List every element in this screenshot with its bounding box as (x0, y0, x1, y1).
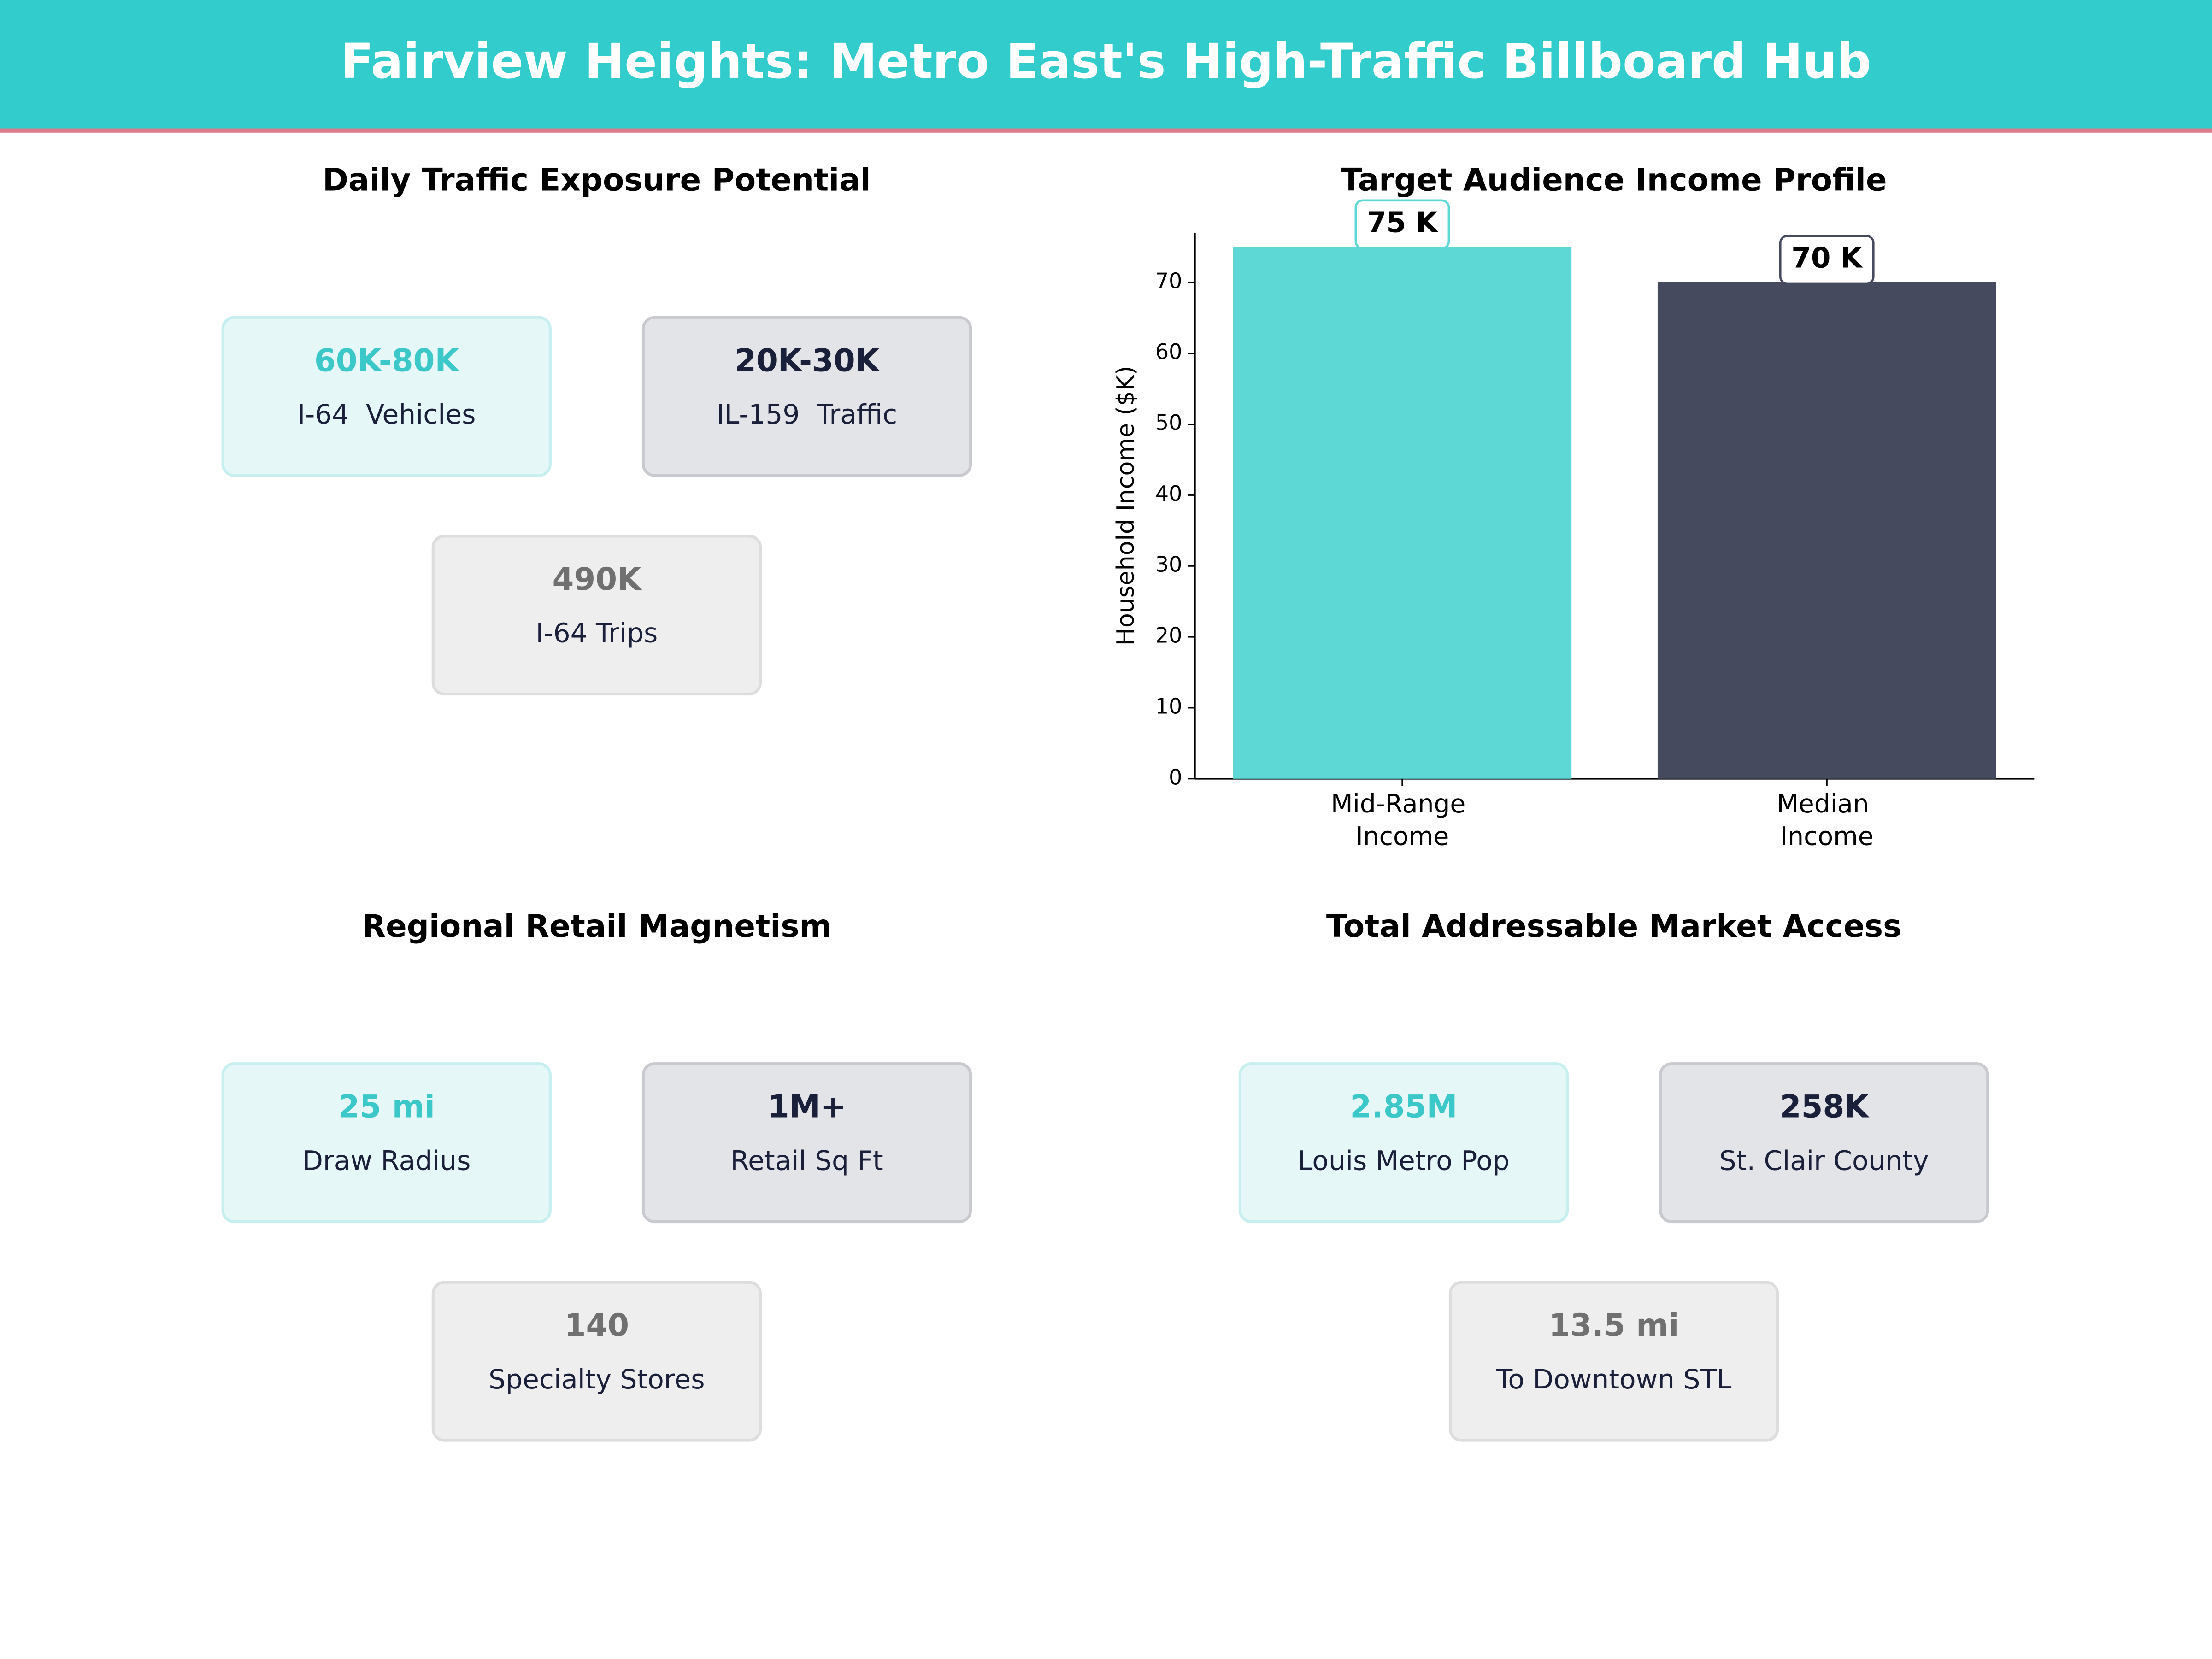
y-tick-label: 50 (1155, 410, 1182, 435)
y-tick-label: 60 (1155, 339, 1182, 364)
panel-title: Regional Retail Magnetism (362, 908, 831, 944)
y-tick-label: 40 (1155, 481, 1182, 506)
stat-card (221, 316, 552, 477)
y-tick-label: 0 (1169, 765, 1182, 789)
stat-label: Specialty Stores (488, 1364, 705, 1395)
stat-value: 13.5 mi (1549, 1307, 1679, 1343)
stat-label: Retail Sq Ft (730, 1145, 883, 1177)
stat-card (1659, 1062, 1989, 1224)
chart-title: Target Audience Income Profile (1341, 161, 1887, 198)
header-rule (0, 128, 2212, 133)
y-axis-label: Household Income ($K) (1112, 366, 1140, 646)
stat-label: IL-159 Traffic (717, 399, 897, 430)
bar (1233, 247, 1572, 779)
bar (1657, 282, 1996, 779)
x-tick-label: Median Income (1777, 789, 1877, 851)
header-bar (0, 0, 2212, 130)
stat-value: 60K-80K (314, 342, 460, 378)
stat-card (221, 1062, 552, 1224)
y-tick-label: 20 (1155, 623, 1182, 648)
value-label: 75 K (1367, 206, 1439, 239)
y-tick-label: 70 (1155, 268, 1182, 293)
stat-card (641, 316, 972, 477)
stat-value: 140 (565, 1307, 629, 1343)
stat-value: 25 mi (338, 1088, 435, 1125)
stat-label: Louis Metro Pop (1298, 1145, 1510, 1177)
stat-card (1448, 1281, 1779, 1442)
stat-label: I-64 Trips (535, 618, 658, 649)
value-label-box (1779, 235, 1875, 285)
stat-card (641, 1062, 972, 1224)
page-title: Fairview Heights: Metro East's High-Traf… (341, 33, 1871, 89)
value-label-box (1354, 199, 1450, 250)
panel-title: Total Addressable Market Access (1326, 908, 1901, 944)
value-label: 70 K (1791, 241, 1864, 274)
stat-label: I-64 Vehicles (297, 399, 476, 430)
stat-label: To Downtown STL (1496, 1364, 1732, 1395)
y-tick-label: 10 (1155, 694, 1182, 718)
stat-value: 1M+ (768, 1088, 846, 1125)
stat-card (1238, 1062, 1569, 1224)
stat-value: 2.85M (1350, 1088, 1457, 1125)
stat-value: 490K (553, 561, 643, 597)
x-tick-label: Mid-Range Income (1331, 789, 1474, 851)
stat-value: 258K (1780, 1088, 1870, 1125)
y-tick-label: 30 (1155, 552, 1182, 577)
stat-card (431, 1281, 762, 1442)
stat-card (431, 535, 762, 696)
panel-title: Daily Traffic Exposure Potential (323, 161, 871, 198)
stat-label: St. Clair County (1719, 1145, 1929, 1177)
stat-value: 20K-30K (735, 342, 881, 378)
stat-label: Draw Radius (302, 1145, 471, 1177)
